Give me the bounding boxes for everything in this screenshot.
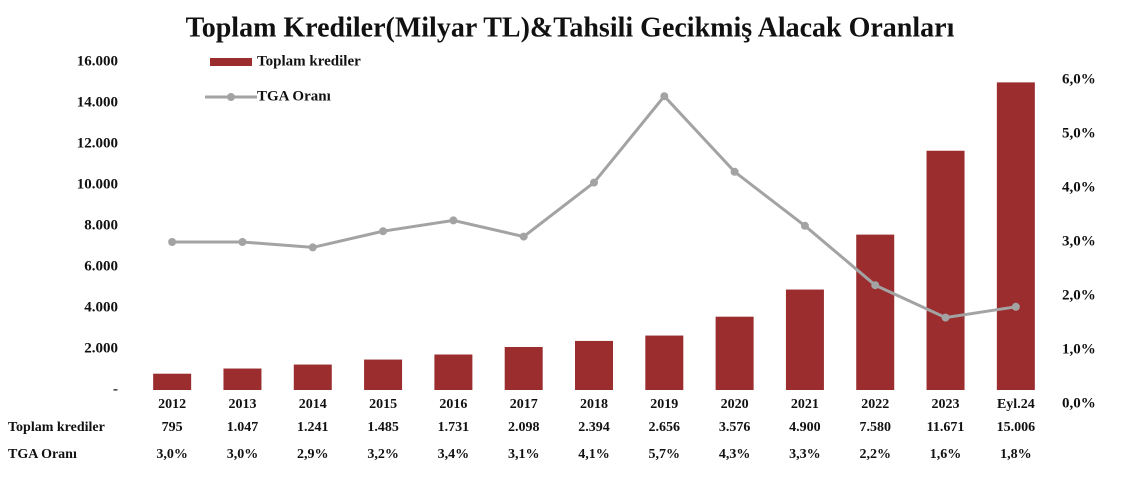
bar [364, 359, 403, 390]
table-cell: 1.731 [438, 420, 470, 435]
legend-swatch [210, 58, 252, 66]
x-tick-label: 2023 [932, 397, 960, 412]
bar [504, 346, 543, 390]
table-cell: 3,0% [156, 447, 188, 462]
line-marker [379, 227, 388, 236]
line-marker [238, 238, 247, 246]
table-cell: 3,2% [367, 447, 399, 462]
table-cell: 1,6% [930, 447, 962, 462]
y2-tick-label: 0,0% [1062, 395, 1096, 411]
x-tick-label: 2020 [721, 397, 749, 412]
line-marker [1011, 302, 1020, 311]
bar [996, 82, 1035, 390]
table-cell: 3.576 [719, 420, 751, 435]
table-cell: 3,0% [227, 447, 259, 462]
table-row-label: TGA Oranı [8, 447, 77, 462]
y2-tick-label: 3,0% [1062, 233, 1096, 249]
bar [926, 150, 965, 390]
x-tick-label: 2017 [510, 397, 538, 412]
bar [293, 364, 332, 390]
y-tick-label: 2.000 [84, 340, 118, 356]
bar [575, 340, 613, 390]
line-marker [308, 243, 317, 252]
y2-tick-label: 2,0% [1062, 287, 1096, 303]
x-tick-label: 2022 [861, 397, 889, 412]
bar [434, 354, 473, 390]
table-cell: 795 [162, 420, 183, 435]
bar [785, 289, 824, 390]
line-marker [730, 167, 739, 176]
y2-tick-label: 1,0% [1062, 341, 1096, 357]
table-cell: 5,7% [649, 447, 681, 462]
legend-label: TGA Oranı [257, 88, 331, 104]
table-cell: 3,1% [508, 447, 540, 462]
x-tick-label: 2019 [650, 397, 678, 412]
line-marker [871, 281, 880, 290]
x-tick-label: 2018 [580, 397, 608, 412]
legend-label: Toplam krediler [257, 53, 361, 69]
y2-tick-label: 6,0% [1062, 71, 1096, 87]
bar [153, 373, 192, 390]
line-marker [660, 92, 669, 101]
table-cell: 4.900 [789, 420, 821, 435]
table-cell: 4,3% [719, 447, 751, 462]
x-tick-label: 2012 [158, 397, 186, 412]
table-row-label: Toplam krediler [8, 420, 105, 435]
x-tick-label: Eyl.24 [997, 397, 1035, 412]
line-marker [941, 313, 950, 322]
line-marker [519, 232, 528, 241]
y-tick-label: 16.000 [77, 53, 118, 69]
table-cell: 4,1% [578, 447, 610, 462]
bar [645, 335, 684, 390]
line-marker [590, 178, 598, 187]
y-tick-label: 12.000 [77, 135, 118, 151]
y-tick-label: 6.000 [84, 258, 118, 274]
chart-title: Toplam Krediler(Milyar TL)&Tahsili Gecik… [186, 12, 955, 43]
legend-marker [227, 93, 235, 101]
bar [715, 316, 754, 390]
table-cell: 1.047 [227, 420, 259, 435]
line-marker [449, 216, 458, 225]
table-cell: 1,8% [1000, 447, 1032, 462]
x-tick-label: 2015 [369, 397, 397, 412]
line-marker [168, 238, 177, 246]
y-tick-label: 4.000 [84, 299, 118, 315]
bar [856, 234, 895, 390]
x-tick-label: 2014 [299, 397, 327, 412]
y-tick-label: 10.000 [77, 176, 118, 192]
bar [223, 368, 262, 390]
table-cell: 2,2% [859, 447, 891, 462]
table-cell: 11.671 [927, 420, 965, 435]
y2-tick-label: 4,0% [1062, 179, 1096, 195]
y-tick-label: 8.000 [84, 217, 118, 233]
x-tick-label: 2016 [439, 397, 467, 412]
y2-tick-label: 5,0% [1062, 125, 1096, 141]
x-tick-label: 2013 [228, 397, 256, 412]
table-cell: 3,4% [438, 447, 470, 462]
table-cell: 1.485 [367, 420, 399, 435]
x-tick-label: 2021 [791, 397, 819, 412]
y-tick-label: 14.000 [77, 94, 118, 110]
table-cell: 1.241 [297, 420, 329, 435]
table-cell: 2.656 [649, 420, 681, 435]
line-marker [800, 221, 809, 230]
table-cell: 15.006 [997, 420, 1036, 435]
table-cell: 2.098 [508, 420, 540, 435]
table-cell: 2.394 [578, 420, 610, 435]
table-cell: 2,9% [297, 447, 329, 462]
table-cell: 3,3% [789, 447, 821, 462]
table-cell: 7.580 [859, 420, 891, 435]
y-tick-label: - [113, 381, 118, 397]
